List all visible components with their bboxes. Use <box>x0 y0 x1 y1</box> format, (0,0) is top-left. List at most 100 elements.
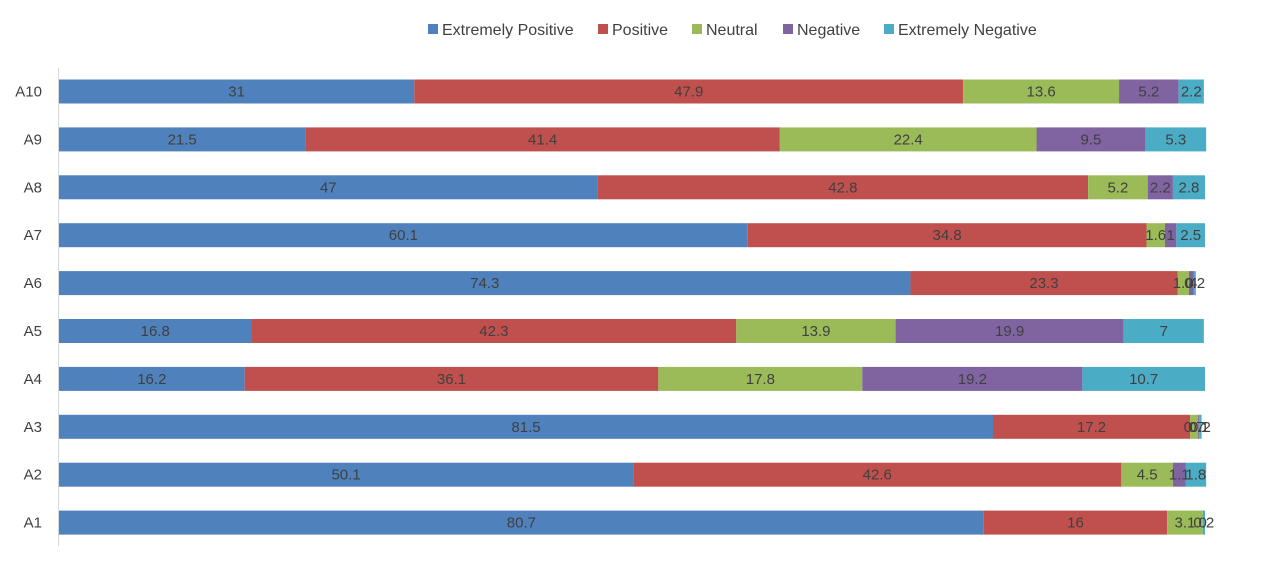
data-label-a8-extremely-positive: 47 <box>320 179 337 196</box>
bars-layer <box>59 79 1207 535</box>
data-label-a6-positive: 23.3 <box>1029 275 1058 292</box>
bar-segment-a6-neutral <box>1177 271 1189 296</box>
bar-segment-a3-extremely-negative <box>1199 414 1202 439</box>
data-label-a2-extremely-negative: 1.8 <box>1185 467 1206 484</box>
data-label-a1-neutral: 3.1 <box>1175 515 1196 532</box>
bar-segment-a5-positive <box>251 319 737 343</box>
category-label-a2: A2 <box>24 467 42 484</box>
category-label-a10: A10 <box>15 84 42 101</box>
bar-segment-a6-extremely-negative <box>1193 271 1196 296</box>
legend-label-extremely-negative: Extremely Negative <box>898 22 1037 39</box>
data-label-a1-positive: 16 <box>1067 515 1084 532</box>
data-label-a2-extremely-positive: 50.1 <box>331 467 360 484</box>
bar-segment-a7-extremely-positive <box>59 223 748 248</box>
data-label-a9-negative: 9.5 <box>1081 131 1102 148</box>
bar-segment-a10-negative <box>1119 79 1179 104</box>
bar-segment-a3-neutral <box>1190 414 1199 439</box>
data-label-a9-positive: 41.4 <box>528 131 557 148</box>
data-label-a2-neutral: 4.5 <box>1137 467 1158 484</box>
bar-segment-a8-positive <box>597 175 1089 200</box>
data-label-a9-neutral: 22.4 <box>894 131 923 148</box>
bar-segment-a4-neutral <box>658 366 863 391</box>
legend-swatch-extremely-positive <box>428 24 438 34</box>
data-label-a7-positive: 34.8 <box>933 227 962 244</box>
data-label-a7-neutral: 1.6 <box>1145 227 1166 244</box>
data-label-a4-neutral: 17.8 <box>746 371 775 388</box>
bar-segment-a9-negative <box>1036 127 1146 152</box>
data-label-a6-negative: .4 <box>1185 275 1198 292</box>
legend: Extremely Positive Positive Neutral Negativ… <box>428 22 1037 39</box>
data-label-a7-negative: 1 <box>1166 227 1174 244</box>
bar-segment-a9-extremely-positive <box>59 127 306 152</box>
bar-segment-a3-extremely-positive <box>59 414 993 439</box>
data-label-a10-extremely-positive: 31 <box>228 84 245 101</box>
legend-label-neutral: Neutral <box>706 22 758 39</box>
bar-segment-a1-neutral <box>1167 510 1203 535</box>
legend-label-extremely-positive: Extremely Positive <box>442 22 574 39</box>
category-axis-labels: A10 A9 A8 A7 A6 A5 A4 A3 A2 A1 <box>15 84 42 532</box>
data-label-a8-negative: 2.2 <box>1150 179 1171 196</box>
data-label-a2-positive: 42.6 <box>863 467 892 484</box>
bar-segment-a7-negative <box>1164 223 1177 248</box>
bar-segment-a2-positive <box>633 462 1122 487</box>
data-label-a1-negative: 0 <box>1199 515 1207 532</box>
bar-segment-a5-extremely-positive <box>59 319 252 343</box>
bar-segment-a1-extremely-positive <box>59 510 984 535</box>
bar-segment-a10-extremely-negative <box>1178 79 1204 104</box>
bar-segment-a1-positive <box>983 510 1168 535</box>
legend-label-negative: Negative <box>797 22 860 39</box>
bar-segment-a7-positive <box>747 223 1147 248</box>
bar-segment-a3-positive <box>992 414 1191 439</box>
data-label-a6-extremely-positive: 74.3 <box>470 275 499 292</box>
data-label-a4-extremely-positive: 16.2 <box>137 371 166 388</box>
data-label-a4-positive: 36.1 <box>437 371 466 388</box>
bar-segment-a5-negative <box>895 319 1124 343</box>
data-label-a10-negative: 5.2 <box>1138 84 1159 101</box>
data-label-a7-extremely-positive: 60.1 <box>389 227 418 244</box>
bar-segment-a9-extremely-negative <box>1145 127 1207 152</box>
data-label-a3-extremely-negative: 0.2 <box>1190 419 1211 436</box>
bar-segment-a6-positive <box>910 271 1178 296</box>
category-label-a6: A6 <box>24 275 42 292</box>
data-label-a8-neutral: 5.2 <box>1107 179 1128 196</box>
data-label-a3-extremely-positive: 81.5 <box>511 419 540 436</box>
bar-segment-a7-neutral <box>1146 223 1165 248</box>
bar-segment-a2-negative <box>1172 462 1186 487</box>
data-label-a7-extremely-negative: 2.5 <box>1180 227 1201 244</box>
category-label-a4: A4 <box>24 371 42 388</box>
category-label-a5: A5 <box>24 323 42 340</box>
category-label-a3: A3 <box>24 419 42 436</box>
legend-swatch-neutral <box>692 24 702 34</box>
data-label-a5-extremely-negative: 7 <box>1160 323 1168 340</box>
data-label-a4-negative: 19.2 <box>958 371 987 388</box>
data-label-a6-neutral: 1.0 <box>1173 275 1194 292</box>
bar-segment-a5-neutral <box>736 319 896 343</box>
bar-segment-a9-positive <box>305 127 780 152</box>
bar-segment-a2-extremely-positive <box>59 462 634 487</box>
legend-swatch-negative <box>783 24 793 34</box>
bar-segment-a1-extremely-negative <box>1202 510 1205 535</box>
bar-segment-a5-extremely-negative <box>1123 319 1204 343</box>
bar-segment-a8-negative <box>1147 175 1173 200</box>
bar-segment-a10-positive <box>414 79 964 104</box>
bar-segment-a2-neutral <box>1121 462 1173 487</box>
bar-segment-a4-extremely-negative <box>1082 366 1205 391</box>
data-label-a3-positive: 17.2 <box>1077 419 1106 436</box>
data-label-a2-negative: 1.1 <box>1169 467 1190 484</box>
data-label-a5-extremely-positive: 16.8 <box>141 323 170 340</box>
legend-swatch-positive <box>598 24 608 34</box>
data-label-a4-extremely-negative: 10.7 <box>1129 371 1158 388</box>
bar-segment-a8-extremely-positive <box>59 175 598 200</box>
data-label-a3-neutral: 0.7 <box>1184 419 1205 436</box>
data-label-a1-extremely-positive: 80.7 <box>507 515 536 532</box>
category-label-a8: A8 <box>24 179 42 196</box>
bar-segment-a9-neutral <box>779 127 1037 152</box>
category-label-a7: A7 <box>24 227 42 244</box>
data-label-a8-extremely-negative: 2.8 <box>1179 179 1200 196</box>
data-label-a5-positive: 42.3 <box>479 323 508 340</box>
bar-segment-a4-extremely-positive <box>59 366 245 391</box>
data-label-a8-positive: 42.8 <box>828 179 857 196</box>
bar-segment-a4-negative <box>862 366 1083 391</box>
bar-segment-a6-negative <box>1188 271 1194 296</box>
